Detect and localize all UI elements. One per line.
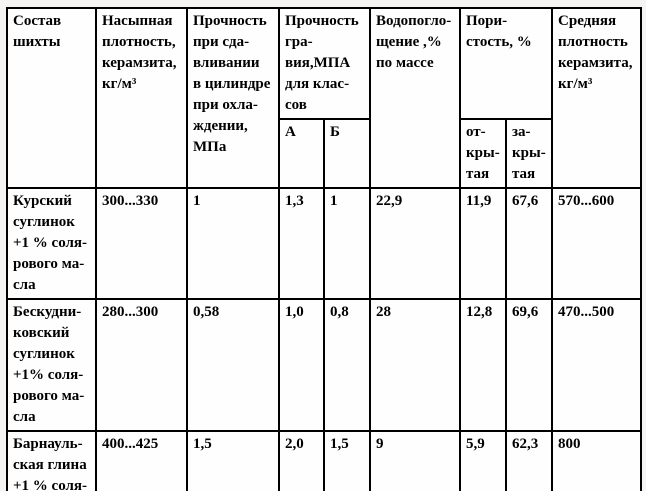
cell-class-b: 1,5 xyxy=(323,430,371,491)
table-row: Бескудни- ковский суглинок +1% соля- ров… xyxy=(6,298,643,432)
col-header-cylinder-strength: Прочность при сда- вливании в цилиндре п… xyxy=(186,7,280,189)
col-header-bulk-density: Насыпная плотность, керамзита, кг/м³ xyxy=(95,7,188,189)
cell-class-b: 0,8 xyxy=(323,298,371,432)
keramzit-properties-table: Состав шихты Насыпная плотность, керамзи… xyxy=(6,7,643,491)
cell-porosity-open: 12,8 xyxy=(459,298,507,432)
cell-cylinder-strength: 1,5 xyxy=(186,430,280,491)
cell-class-a: 1,3 xyxy=(278,187,325,300)
cell-composition: Барнауль- ская глина +1 % соля- рового м… xyxy=(6,430,97,491)
col-header-porosity-group: Пори- стость, % xyxy=(458,7,554,120)
col-header-composition: Состав шихты xyxy=(6,7,97,189)
cell-water-absorption: 28 xyxy=(369,298,461,432)
cell-porosity-open: 5,9 xyxy=(459,430,507,491)
cell-avg-density: 800 xyxy=(551,430,643,491)
cell-porosity-closed: 69,6 xyxy=(504,298,554,432)
cell-porosity-closed: 67,6 xyxy=(504,187,554,300)
cell-bulk-density: 300...330 xyxy=(95,187,188,300)
table-row: Курский суглинок +1 % соля- рового ма- с… xyxy=(6,187,643,300)
cell-class-a: 1,0 xyxy=(278,298,325,432)
col-subheader-class-a: А xyxy=(278,118,325,189)
cell-class-a: 2,0 xyxy=(278,430,325,491)
table-row: Барнауль- ская глина +1 % соля- рового м… xyxy=(6,430,643,491)
cell-bulk-density: 400...425 xyxy=(95,430,188,491)
cell-porosity-closed: 62,3 xyxy=(504,430,554,491)
col-subheader-porosity-open: от- кры- тая xyxy=(459,118,507,189)
cell-cylinder-strength: 1 xyxy=(186,187,280,300)
cell-cylinder-strength: 0,58 xyxy=(186,298,280,432)
cell-water-absorption: 22,9 xyxy=(369,187,461,300)
col-header-avg-density: Средняя плотность керамзита, кг/м³ xyxy=(551,7,643,189)
cell-porosity-open: 11,9 xyxy=(459,187,507,300)
cell-class-b: 1 xyxy=(323,187,371,300)
cell-composition: Курский суглинок +1 % соля- рового ма- с… xyxy=(6,187,97,300)
col-subheader-class-b: Б xyxy=(323,118,371,189)
col-header-gravel-strength-group: Прочность гра- вия,МПА для клас- сов xyxy=(278,7,371,120)
cell-bulk-density: 280...300 xyxy=(95,298,188,432)
cell-composition: Бескудни- ковский суглинок +1% соля- ров… xyxy=(6,298,97,432)
cell-avg-density: 470...500 xyxy=(551,298,643,432)
cell-water-absorption: 9 xyxy=(369,430,461,491)
col-header-water-absorption: Водопогло- щение ,% по массе xyxy=(369,7,461,189)
col-subheader-porosity-closed: за- кры- тая xyxy=(504,118,554,189)
cell-avg-density: 570...600 xyxy=(551,187,643,300)
